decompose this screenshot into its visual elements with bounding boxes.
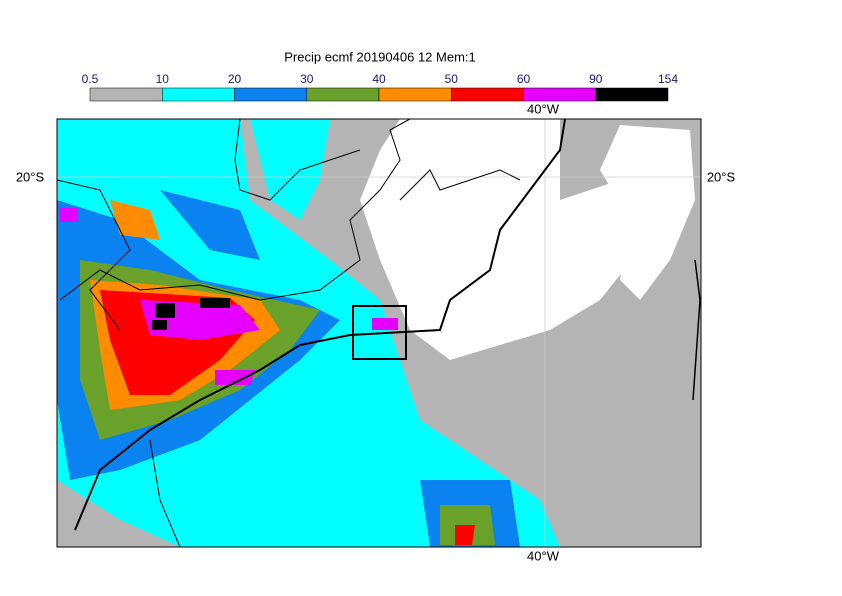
border: [234, 118, 361, 201]
rain-area: [155, 303, 175, 318]
colorbar-segment: [306, 87, 380, 102]
colorbar-label: 50: [445, 72, 459, 86]
border: [149, 439, 181, 548]
colorbar-label: 20: [228, 72, 242, 86]
no-rain-area: [600, 125, 695, 300]
rain-area: [372, 318, 398, 330]
coastline: [74, 118, 566, 531]
rain-area: [60, 208, 78, 222]
lon-label: 40°W: [527, 548, 560, 563]
colorbar-segment: [162, 87, 235, 102]
colorbar-label: 10: [156, 72, 170, 86]
colorbar-label: 40: [372, 72, 386, 86]
map: [56, 118, 702, 548]
colorbar-label: 30: [300, 72, 314, 86]
border: [399, 169, 521, 201]
focus-box: [352, 305, 407, 360]
colorbar-label: 60: [517, 72, 531, 86]
map-frame: [56, 118, 702, 548]
colorbar-segment: [234, 87, 307, 102]
border: [59, 118, 411, 301]
border: [56, 179, 131, 331]
map-title: Precip ecmf 20190406 12 Mem:1: [284, 49, 476, 64]
rain-area: [152, 320, 167, 330]
colorbar-segment: [595, 87, 669, 102]
colorbar-segment: [451, 87, 524, 102]
colorbar-segment: [523, 87, 596, 102]
border: [692, 259, 701, 401]
rain-area: [455, 525, 475, 545]
rain-area: [110, 200, 160, 240]
rain-area: [160, 190, 260, 260]
colorbar-label: 154: [658, 72, 678, 86]
rain-area: [250, 119, 330, 220]
rain-area: [215, 370, 255, 385]
colorbar-label: 0.5: [82, 72, 99, 86]
lat-label: 20°S: [16, 169, 45, 184]
colorbar: 0.5 10 20 30 40 50 60 90 154: [82, 72, 678, 102]
lat-label: 20°S: [707, 169, 736, 184]
rain-area: [200, 298, 230, 308]
colorbar-label: 90: [589, 72, 603, 86]
lon-label: 40°W: [527, 101, 560, 116]
no-rain-area: [550, 200, 600, 320]
colorbar-segment: [378, 87, 452, 102]
colorbar-segment: [89, 87, 163, 102]
